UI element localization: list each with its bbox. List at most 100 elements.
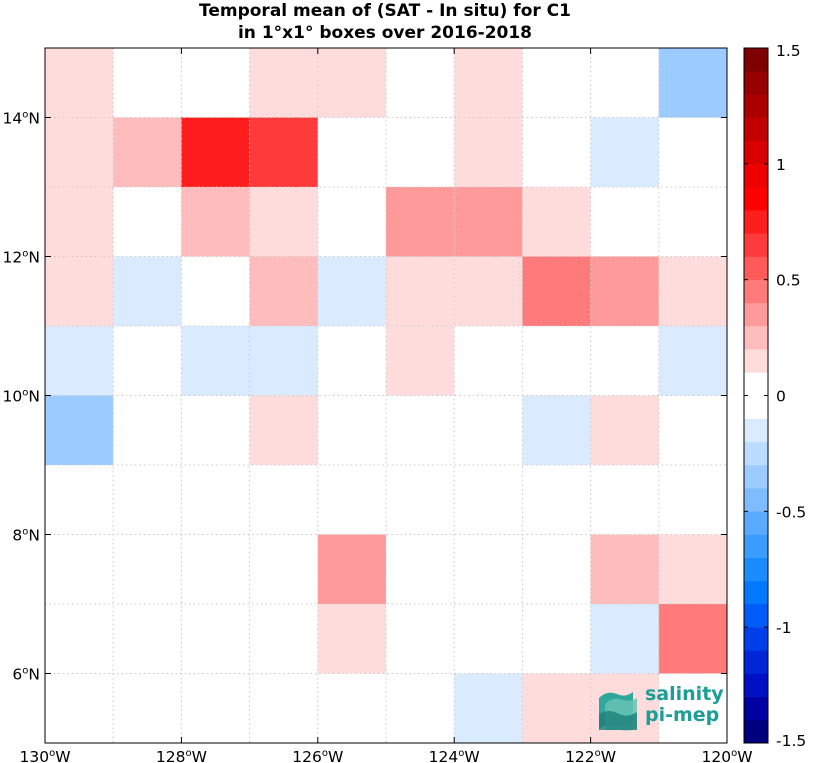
heatmap-cell (454, 117, 523, 187)
colorbar-segment (744, 465, 768, 489)
heatmap-cell (249, 326, 318, 396)
colorbar-segment (744, 71, 768, 95)
logo-line-2: pi-mep (645, 704, 720, 726)
axis-ticks: 130oW 128oW 126oW 124oW 122oW 120oW 6oN 8oN 10oN… (3, 48, 753, 763)
colorbar-segment (744, 441, 768, 466)
heatmap-cell (658, 48, 727, 118)
heatmap-cell (249, 117, 318, 187)
colorbar-segment (744, 326, 768, 350)
heatmap-cell (386, 187, 455, 257)
colorbar-segment (744, 279, 768, 304)
logo-text: salinity pi-mep (645, 684, 724, 726)
colorbar-segment (744, 511, 768, 535)
colorbar-segment (744, 117, 768, 141)
colorbar-segment (744, 696, 768, 721)
heatmap-cell (454, 48, 523, 118)
heatmap-cell (249, 48, 318, 118)
colorbar-segment (744, 349, 768, 373)
colorbar: 1.5 1 0.5 0 -0.5 -1 -1.5 (743, 42, 806, 750)
heatmap-cell (249, 187, 318, 257)
x-tick-label: 126oW (292, 748, 343, 763)
heatmap-cell (522, 395, 591, 465)
title-line-2: in 1°x1° boxes over 2016-2018 (237, 23, 533, 43)
heatmap-cell (658, 326, 727, 396)
colorbar-segment (744, 534, 768, 558)
heatmap-cell (386, 256, 455, 326)
colorbar-segment (744, 650, 768, 674)
y-tick-label: 8oN (12, 527, 40, 545)
heatmap-cell (590, 604, 659, 674)
heatmap-cell (590, 117, 659, 187)
logo-line-1: salinity (645, 683, 724, 705)
colorbar-segment (744, 604, 768, 628)
heatmap-cells (45, 48, 727, 743)
title-line-1: Temporal mean of (SAT - In situ) for C1 (199, 1, 571, 21)
heatmap-cell (317, 256, 386, 326)
heatmap-cell (181, 187, 250, 257)
heatmap-cell (317, 604, 386, 674)
colorbar-segment (744, 719, 768, 744)
heatmap-cell (45, 256, 114, 326)
colorbar-segment (744, 395, 768, 419)
colorbar-tick-label: 1 (776, 156, 786, 174)
colorbar-segment (744, 233, 768, 257)
heatmap-cell (45, 326, 114, 396)
heatmap-cell (45, 48, 114, 118)
colorbar-tick-label: 0 (776, 388, 786, 406)
colorbar-segment (744, 488, 768, 512)
heatmap-cell (249, 256, 318, 326)
colorbar-segment (744, 48, 768, 72)
heatmap-cell (454, 673, 523, 743)
colorbar-segment (744, 418, 768, 443)
heatmap-cell (522, 256, 591, 326)
salinity-pimep-logo (599, 692, 637, 731)
colorbar-segment (744, 372, 768, 396)
x-tick-label: 128oW (156, 748, 207, 763)
colorbar-segment (744, 94, 768, 118)
heatmap-cell (658, 604, 727, 674)
heatmap-cell (658, 534, 727, 604)
colorbar-segment (744, 256, 768, 280)
y-tick-label: 10oN (3, 388, 40, 406)
colorbar-tick-label: 1.5 (776, 42, 801, 60)
heatmap-cell (522, 187, 591, 257)
colorbar-segment (744, 187, 768, 211)
heatmap-cell (590, 256, 659, 326)
colorbar-segment (744, 302, 768, 327)
colorbar-segment (744, 627, 768, 651)
x-tick-label: 124oW (429, 748, 480, 763)
colorbar-tick-label: -0.5 (776, 503, 806, 521)
heatmap-cell (113, 256, 182, 326)
colorbar-segment (744, 580, 768, 605)
colorbar-segment (744, 140, 768, 165)
x-tick-label: 130oW (19, 748, 70, 763)
colorbar-tick-label: -1.5 (776, 732, 806, 750)
y-tick-label: 14oN (3, 110, 40, 128)
heatmap-cell (454, 187, 523, 257)
heatmap-cell (45, 187, 114, 257)
heatmap-cell (45, 117, 114, 187)
heatmap-cell (317, 534, 386, 604)
x-tick-label: 122oW (565, 748, 616, 763)
heatmap-cell (386, 326, 455, 396)
heatmap-cell (522, 673, 591, 743)
heatmap-cell (45, 395, 114, 465)
heatmap-cell (181, 326, 250, 396)
heatmap-cell (590, 395, 659, 465)
heatmap-cell (590, 534, 659, 604)
y-tick-label: 6oN (12, 666, 40, 684)
heatmap-cell (249, 395, 318, 465)
colorbar-segment (744, 163, 768, 188)
y-tick-label: 12oN (3, 249, 40, 267)
heatmap-cell (454, 256, 523, 326)
colorbar-segment (744, 673, 768, 697)
heatmap-cell (317, 48, 386, 118)
colorbar-segment (744, 557, 768, 582)
grid-lines (45, 48, 727, 743)
heatmap-cell (658, 256, 727, 326)
x-tick-label: 120oW (701, 748, 752, 763)
colorbar-tick-label: 0.5 (776, 272, 801, 290)
colorbar-tick-label: -1 (776, 619, 791, 637)
chart-title: Temporal mean of (SAT - In situ) for C1 … (0, 0, 770, 44)
